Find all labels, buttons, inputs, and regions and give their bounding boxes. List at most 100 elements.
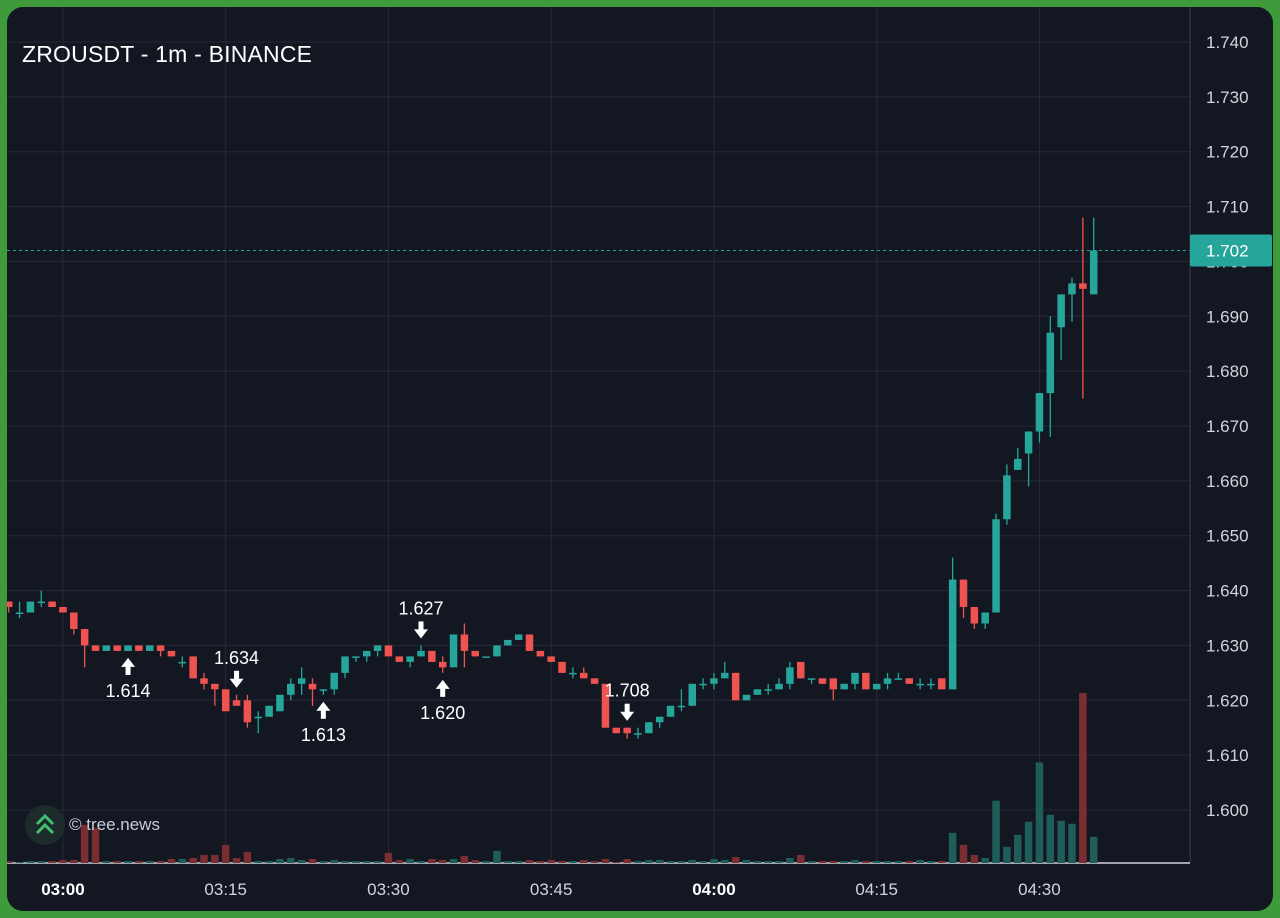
candle-body xyxy=(797,661,805,679)
candle-body xyxy=(525,634,534,651)
candle-body xyxy=(276,694,284,712)
volume-bar xyxy=(807,860,816,863)
candle-body xyxy=(905,678,913,684)
volume-bar xyxy=(894,860,903,863)
arrow-up-stem xyxy=(320,709,326,719)
arrow-down-icon xyxy=(620,711,635,721)
candle-body xyxy=(80,628,89,646)
volume-bar xyxy=(178,858,187,863)
volume-bar xyxy=(70,859,78,863)
volume-bar xyxy=(916,859,924,863)
volume-bar xyxy=(525,859,534,863)
candle-body xyxy=(558,661,566,673)
candle-body xyxy=(167,650,176,657)
last-price-label: 1.702 xyxy=(1206,241,1249,260)
volume-bar xyxy=(1079,693,1087,863)
candle-body xyxy=(786,667,794,684)
candle-body xyxy=(699,683,707,686)
y-tick-label: 1.610 xyxy=(1206,746,1249,765)
volume-bar xyxy=(102,860,111,863)
candle-body xyxy=(731,672,740,701)
volume-bar xyxy=(601,858,610,863)
x-tick-label: 04:30 xyxy=(1018,880,1061,899)
candle-body xyxy=(319,689,328,691)
candle-body xyxy=(102,645,111,651)
candle-body xyxy=(612,727,621,734)
x-tick-label: 03:15 xyxy=(204,880,247,899)
arrow-up-stem xyxy=(125,665,131,675)
candle-body xyxy=(992,519,1000,613)
volume-bar xyxy=(1035,762,1044,863)
chart-title: ZROUSDT - 1m - BINANCE xyxy=(22,41,313,67)
candle-body xyxy=(927,683,935,686)
candle-body xyxy=(645,722,653,734)
low-label: 1.614 xyxy=(106,681,151,701)
candle-body xyxy=(970,607,979,624)
chart-frame[interactable]: 1.7401.7301.7201.7101.7001.6901.6801.670… xyxy=(7,7,1273,911)
y-tick-label: 1.670 xyxy=(1206,417,1249,436)
high-label: 1.627 xyxy=(398,598,443,618)
volume-bar xyxy=(645,859,653,863)
volume-bar xyxy=(395,859,404,863)
volume-bar xyxy=(1089,836,1098,863)
y-tick-label: 1.720 xyxy=(1206,143,1249,162)
candle-body xyxy=(742,694,751,701)
volume-bar xyxy=(254,860,262,863)
candle-body xyxy=(655,716,664,723)
y-tick-label: 1.640 xyxy=(1206,582,1249,601)
arrow-down-stem xyxy=(234,670,240,680)
volume-bar xyxy=(1046,814,1055,863)
candle-body xyxy=(341,656,349,673)
candle-body xyxy=(395,656,404,662)
volume-bar xyxy=(970,854,979,863)
arrow-up-stem xyxy=(440,687,446,697)
volume-bar xyxy=(623,858,631,863)
volume-bar xyxy=(26,860,35,863)
candle-body xyxy=(297,678,306,684)
volume-bar xyxy=(449,858,458,863)
volume-bar xyxy=(341,860,349,863)
y-tick-label: 1.650 xyxy=(1206,527,1249,546)
candle-body xyxy=(156,645,165,651)
high-label: 1.708 xyxy=(605,681,650,701)
x-tick-label: 04:00 xyxy=(692,880,735,899)
volume-bar xyxy=(677,860,686,863)
candle-body xyxy=(634,733,642,735)
y-tick-label: 1.680 xyxy=(1206,362,1249,381)
candle-body xyxy=(243,700,252,723)
volume-bar xyxy=(558,860,566,863)
candle-body xyxy=(981,612,989,624)
candle-body xyxy=(59,607,67,613)
candle-body xyxy=(493,645,501,657)
volume-bar xyxy=(699,860,707,863)
volume-bar xyxy=(731,856,740,863)
candle-body xyxy=(894,678,903,680)
candle-body xyxy=(504,639,512,646)
volume-bar xyxy=(189,857,197,863)
arrow-down-icon xyxy=(229,678,244,688)
y-tick-label: 1.620 xyxy=(1206,691,1249,710)
candle-body xyxy=(872,683,881,690)
candle-body xyxy=(91,645,100,651)
low-label: 1.613 xyxy=(301,725,346,745)
volume-bar xyxy=(840,860,848,863)
candle-body xyxy=(330,672,338,690)
volume-bar xyxy=(287,857,295,863)
candle-body xyxy=(601,683,610,728)
volume-bar xyxy=(883,860,892,863)
candle-body xyxy=(807,678,816,680)
candle-body xyxy=(829,678,838,690)
candle-body xyxy=(221,689,230,712)
volume-bar xyxy=(460,855,469,863)
volume-bar xyxy=(775,860,783,863)
candle-body xyxy=(135,645,143,651)
volume-bar xyxy=(666,860,675,863)
volume-bar xyxy=(135,860,143,863)
candle-body xyxy=(438,661,447,668)
volume-bar xyxy=(200,854,208,863)
candle-body xyxy=(1003,475,1011,520)
candle-body xyxy=(211,683,219,690)
high-label: 1.634 xyxy=(214,648,259,668)
candle-body xyxy=(460,634,469,651)
chart-svg[interactable]: 1.7401.7301.7201.7101.7001.6901.6801.670… xyxy=(7,7,1273,911)
